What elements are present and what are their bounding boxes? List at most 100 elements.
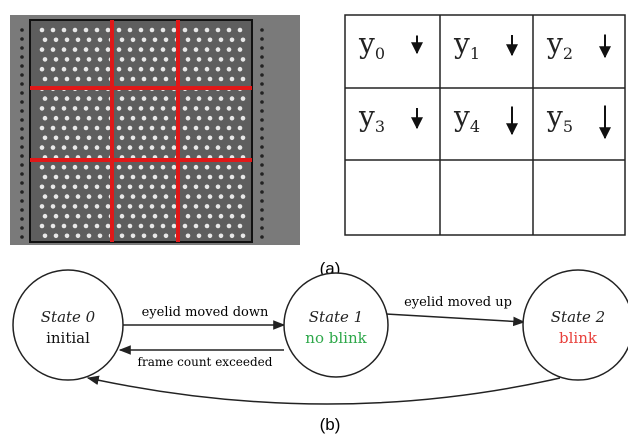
marker-dot bbox=[65, 57, 70, 62]
marker-dot bbox=[65, 194, 70, 199]
marker-dot bbox=[216, 67, 221, 72]
marker-dot bbox=[194, 67, 199, 72]
marker-dot bbox=[172, 204, 177, 209]
cell-subscript: 4 bbox=[470, 117, 480, 136]
marker-dot bbox=[227, 67, 232, 72]
marker-dot bbox=[87, 38, 92, 43]
edge-dot bbox=[20, 154, 24, 158]
cell-base: y bbox=[453, 100, 470, 133]
marker-dot bbox=[241, 214, 246, 219]
marker-dot bbox=[205, 165, 210, 170]
marker-dot bbox=[139, 145, 144, 150]
marker-dot bbox=[54, 38, 59, 43]
cell-label: y5 bbox=[546, 100, 573, 136]
marker-dot bbox=[139, 67, 144, 72]
marker-dot bbox=[172, 185, 177, 190]
marker-dot bbox=[227, 224, 232, 229]
marker-dot bbox=[238, 185, 243, 190]
edge-dot bbox=[260, 118, 264, 122]
marker-dot bbox=[197, 96, 202, 101]
edge-dot bbox=[260, 235, 264, 239]
image-frame bbox=[30, 20, 252, 242]
marker-dot bbox=[208, 116, 213, 121]
marker-dot bbox=[76, 116, 81, 121]
marker-dot bbox=[183, 224, 188, 229]
marker-dot bbox=[238, 67, 243, 72]
marker-dot bbox=[205, 106, 210, 111]
marker-dot bbox=[194, 185, 199, 190]
marker-dot bbox=[142, 77, 147, 82]
cell-label: y0 bbox=[358, 27, 385, 63]
marker-dot bbox=[106, 28, 111, 33]
marker-dot bbox=[164, 57, 169, 62]
marker-dot bbox=[205, 204, 210, 209]
marker-dot bbox=[73, 145, 78, 150]
marker-dot bbox=[128, 165, 133, 170]
marker-dot bbox=[230, 136, 235, 141]
marker-dot bbox=[43, 175, 48, 180]
marker-dot bbox=[194, 126, 199, 131]
marker-dot bbox=[76, 194, 81, 199]
edge-dot bbox=[260, 172, 264, 176]
marker-dot bbox=[186, 214, 191, 219]
marker-dot bbox=[219, 57, 224, 62]
marker-dot bbox=[54, 57, 59, 62]
marker-dot bbox=[131, 38, 136, 43]
edge-dot bbox=[20, 235, 24, 239]
marker-dot bbox=[227, 185, 232, 190]
marker-dot bbox=[131, 136, 136, 141]
marker-dot bbox=[230, 57, 235, 62]
marker-dot bbox=[40, 28, 45, 33]
marker-dot bbox=[120, 194, 125, 199]
marker-dot bbox=[51, 224, 56, 229]
marker-dot bbox=[238, 224, 243, 229]
marker-dot bbox=[186, 116, 191, 121]
marker-dot bbox=[142, 194, 147, 199]
marker-dot bbox=[73, 204, 78, 209]
cell-subscript: 0 bbox=[375, 44, 385, 63]
marker-dot bbox=[194, 106, 199, 111]
edge-dot bbox=[20, 127, 24, 131]
marker-dot bbox=[241, 57, 246, 62]
edge-dot bbox=[260, 181, 264, 185]
marker-dot bbox=[98, 96, 103, 101]
marker-dot bbox=[65, 77, 70, 82]
marker-dot bbox=[120, 38, 125, 43]
edge-dot bbox=[20, 64, 24, 68]
marker-dot bbox=[98, 136, 103, 141]
edge-dot bbox=[260, 127, 264, 131]
marker-dot bbox=[153, 136, 158, 141]
marker-dot bbox=[219, 96, 224, 101]
edge-dot bbox=[260, 64, 264, 68]
marker-dot bbox=[150, 67, 155, 72]
marker-dot bbox=[164, 77, 169, 82]
marker-dot bbox=[238, 145, 243, 150]
cell-label: y2 bbox=[546, 27, 573, 63]
marker-dot bbox=[84, 165, 89, 170]
marker-dot bbox=[40, 185, 45, 190]
marker-dot bbox=[197, 116, 202, 121]
marker-dot bbox=[51, 185, 56, 190]
marker-dot bbox=[205, 145, 210, 150]
edge-dot bbox=[20, 46, 24, 50]
marker-dot bbox=[98, 194, 103, 199]
marker-dot bbox=[219, 175, 224, 180]
marker-dot bbox=[194, 165, 199, 170]
marker-dot bbox=[161, 47, 166, 52]
marker-dot bbox=[208, 194, 213, 199]
marker-dot bbox=[216, 145, 221, 150]
marker-dot bbox=[76, 77, 81, 82]
marker-dot bbox=[208, 214, 213, 219]
marker-dot bbox=[139, 126, 144, 131]
marker-dot bbox=[128, 28, 133, 33]
marker-dot bbox=[150, 145, 155, 150]
marker-dot bbox=[161, 145, 166, 150]
marker-dot bbox=[161, 126, 166, 131]
marker-dot bbox=[153, 38, 158, 43]
arrow bbox=[386, 314, 524, 322]
edge-dot bbox=[20, 172, 24, 176]
marker-dot bbox=[186, 38, 191, 43]
cell-subscript: 5 bbox=[563, 117, 573, 136]
marker-dot bbox=[161, 224, 166, 229]
marker-dot bbox=[117, 165, 122, 170]
